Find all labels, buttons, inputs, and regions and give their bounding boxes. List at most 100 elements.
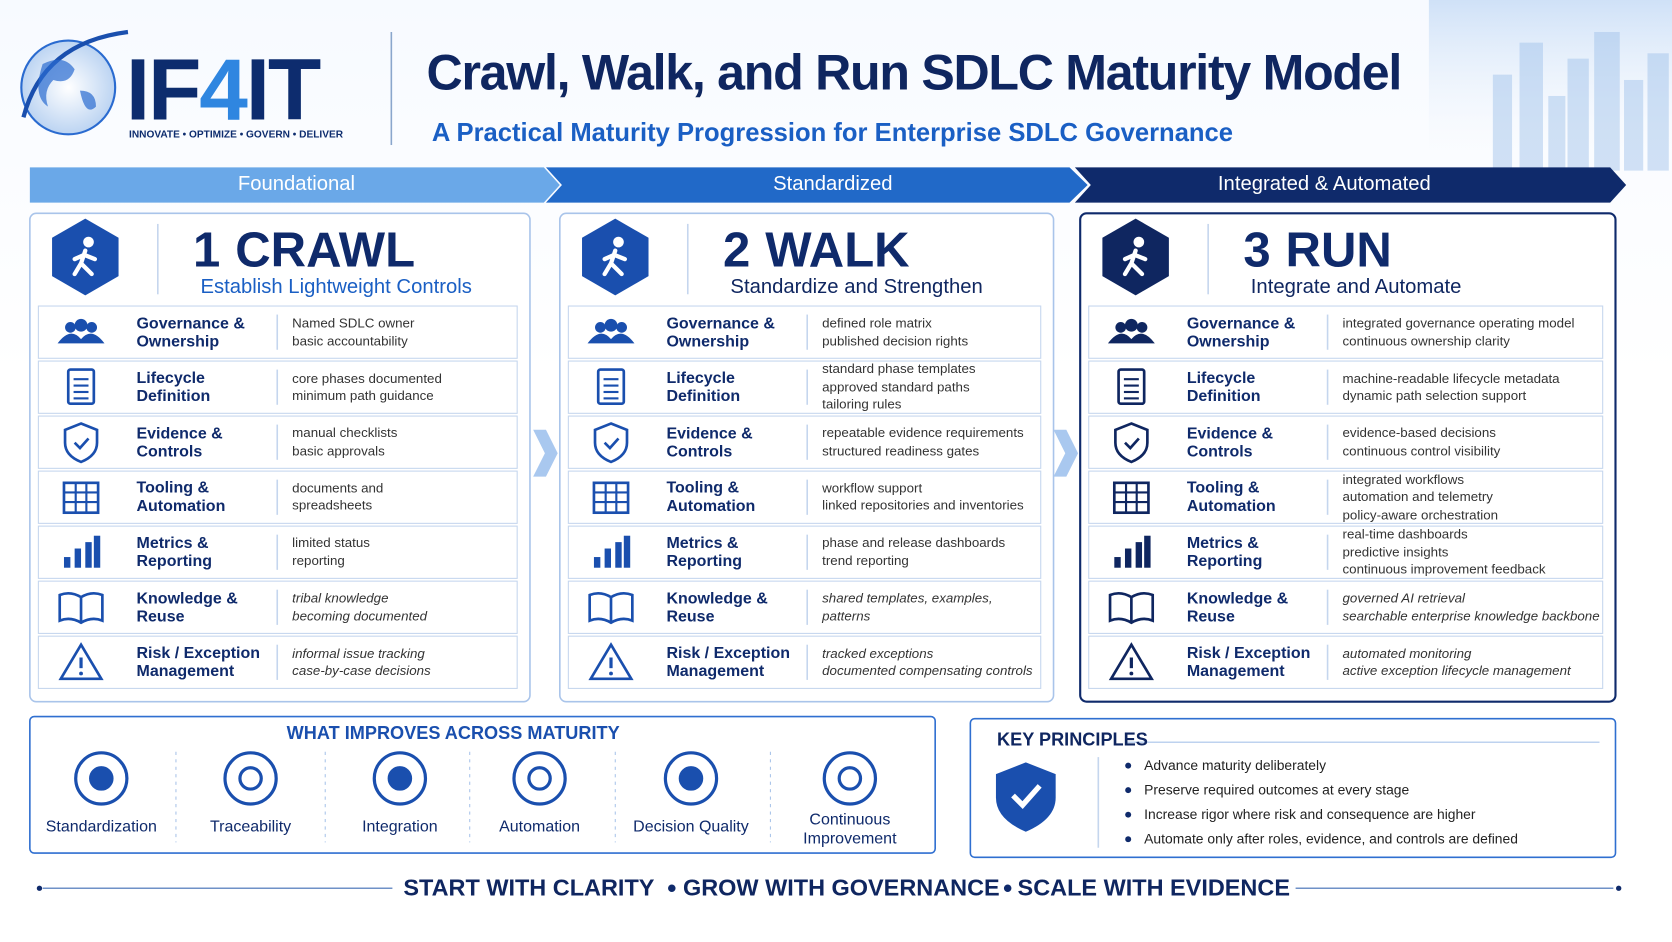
icon: [86, 322, 98, 333]
area-line: Definition: [136, 387, 211, 406]
area-line: Reuse: [666, 607, 715, 626]
detail-line: workflow support: [822, 480, 923, 496]
icon: [79, 671, 83, 676]
detail-block: integrated governance operating model con…: [1343, 306, 1575, 358]
detail-block: limited status reporting: [292, 526, 370, 578]
icon: [1124, 318, 1138, 332]
area-line: Evidence &: [666, 424, 753, 443]
icon: [1129, 671, 1134, 676]
detail-line: Named SDLC owner: [292, 315, 415, 331]
banner-label: Standardized: [773, 172, 893, 196]
detail-block: repeatable evidence requirements structur…: [822, 416, 1024, 468]
area-label: Governance & Ownership: [666, 306, 774, 358]
icon: [85, 542, 92, 568]
detail-block: integrated workflows automation and telem…: [1343, 471, 1499, 523]
icon: [66, 368, 96, 406]
icon: [63, 557, 71, 568]
area-line: Controls: [666, 442, 733, 461]
building: [1594, 31, 1620, 171]
footer-dot: [1003, 884, 1012, 892]
detail-line: trend reporting: [822, 553, 909, 569]
improvement-icon: [89, 766, 114, 791]
detail-line: limited status: [292, 535, 370, 551]
building: [1567, 58, 1589, 171]
icon: [593, 557, 601, 568]
stage-heading: 3 RUN: [1243, 221, 1392, 279]
detail-line: tracked exceptions: [822, 645, 934, 661]
area-label: Governance & Ownership: [1187, 306, 1295, 358]
area-line: Definition: [666, 387, 741, 406]
subtitle: A Practical Maturity Progression for Ent…: [431, 118, 1234, 148]
principle: Increase rigor where risk and consequenc…: [1144, 806, 1476, 823]
detail-line: linked repositories and inventories: [822, 498, 1024, 514]
stage-figure-head: [83, 236, 94, 248]
improvement-icon: [822, 751, 878, 806]
detail-line: structured readiness gates: [822, 443, 980, 459]
area-label: Lifecycle Definition: [136, 361, 210, 413]
icon: [1112, 481, 1150, 515]
area-line: Tooling &: [1186, 479, 1260, 498]
principles-box: [969, 717, 1617, 859]
row-icon: [1114, 422, 1149, 464]
detail-line: spreadsheets: [292, 498, 373, 514]
icon: [1108, 591, 1155, 625]
area-label: Lifecycle Definition: [666, 361, 740, 413]
area-line: Knowledge &: [666, 589, 768, 608]
row-box: [1088, 525, 1604, 579]
icon: [1108, 642, 1154, 681]
detail-line: core phases documented: [292, 370, 442, 386]
improvement-icon: [74, 751, 129, 806]
area-line: Management: [136, 662, 235, 681]
detail-line: active exception lifecycle management: [1342, 663, 1571, 679]
icon: [74, 548, 82, 568]
row-icon: [1108, 591, 1155, 625]
progress-arrow: [1053, 429, 1079, 477]
improvement-label: Continuous Improvement: [803, 810, 897, 848]
row-box: [1088, 470, 1604, 524]
area-line: Risk / Exception: [136, 644, 261, 663]
area-label: Metrics & Reporting: [1187, 526, 1263, 578]
footer-dot: [1616, 885, 1622, 891]
detail-line: integrated governance operating model: [1342, 315, 1575, 331]
stage-figure-body: [1122, 248, 1148, 277]
row-icon: [587, 318, 635, 344]
stage-figure-body: [602, 248, 628, 277]
logo-part: 4: [199, 41, 248, 139]
principle: Preserve required outcomes at every stag…: [1144, 781, 1410, 798]
area-label: Tooling & Automation: [136, 471, 225, 523]
footer-dot: [668, 884, 676, 892]
stage-name: WALK: [765, 221, 910, 278]
detail-line: documented compensating controls: [822, 663, 1033, 679]
improvement-icon: [238, 766, 263, 791]
area-label: Tooling & Automation: [666, 471, 755, 523]
area-line: Management: [1186, 662, 1285, 681]
detail-line: minimum path guidance: [292, 388, 434, 404]
icon: [1144, 535, 1151, 568]
area-label: Metrics & Reporting: [666, 526, 742, 578]
icon: [73, 437, 90, 451]
globe-orbit: [21, 29, 129, 118]
icon: [1124, 437, 1140, 451]
icon: [62, 481, 100, 515]
icon: [1135, 542, 1143, 568]
icon: [58, 642, 104, 681]
detail-block: machine-readable lifecycle metadata dynam…: [1343, 361, 1560, 413]
row-box: [1088, 360, 1604, 414]
area-line: Reporting: [1186, 552, 1263, 571]
improvement-icon: [223, 751, 278, 806]
detail-line: reporting: [292, 553, 345, 569]
building: [1647, 53, 1669, 171]
stage-banner: [1074, 167, 1627, 203]
row-box: [1088, 580, 1604, 634]
area-label: Metrics & Reporting: [136, 526, 212, 578]
detail-line: evidence-based decisions: [1342, 425, 1496, 441]
row-icon: [63, 422, 99, 464]
icon: [588, 591, 634, 625]
footer-text: GROW WITH GOVERNANCE: [682, 874, 1000, 902]
row-icon: [63, 535, 101, 568]
icon: [65, 322, 76, 333]
stage-name: CRAWL: [235, 221, 416, 278]
bullet: [1125, 762, 1132, 769]
detail-line: tribal knowledge: [292, 590, 389, 606]
